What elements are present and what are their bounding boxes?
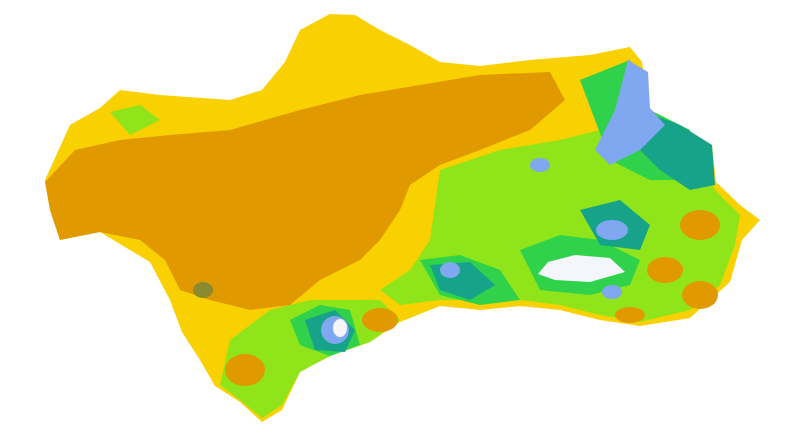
olive-patch [193,282,213,298]
orange-patch-6 [615,307,645,323]
valley-dark-orange [45,72,565,310]
white-patch [333,319,347,337]
orange-patch-3 [680,210,720,240]
orange-patch-4 [647,257,683,283]
blue-patch-4 [602,285,622,299]
map-regions [45,14,760,422]
blue-zone-ne [595,60,665,165]
orange-patch-2 [362,308,398,332]
orange-patch-1 [225,354,265,386]
blue-patch-2 [440,262,460,278]
blue-patch-5 [530,158,550,172]
region-outline [45,14,760,422]
blue-patch-1 [596,220,628,240]
green-zone-north [110,105,160,135]
orange-patch-5 [682,281,718,309]
white-peaks [538,255,625,282]
